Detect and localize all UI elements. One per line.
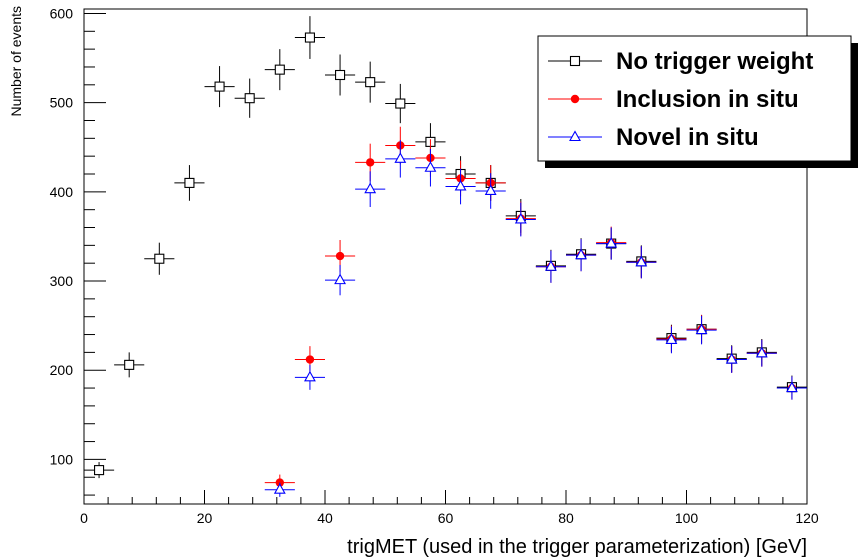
data-point <box>605 236 618 248</box>
x-tick-label: 20 <box>197 510 213 526</box>
data-point <box>365 77 376 88</box>
series-inclusion-in-situ <box>264 126 807 491</box>
data-point <box>514 212 527 224</box>
data-point <box>274 64 285 75</box>
x-tick-label: 40 <box>317 510 333 526</box>
data-point <box>635 255 648 267</box>
legend-label: Inclusion in situ <box>616 86 799 113</box>
x-tick-label: 120 <box>795 510 819 526</box>
data-point <box>575 248 587 260</box>
legend: No trigger weight Inclusion in situ Novel … <box>537 35 858 168</box>
data-point <box>124 359 135 370</box>
axis-ticks: 0 20 40 60 80 100 120 100 200 300 400 500 600 <box>50 5 819 526</box>
y-axis-title: Number of events <box>8 6 24 117</box>
data-point <box>214 81 225 92</box>
data-point <box>545 260 557 271</box>
data-point <box>695 323 708 335</box>
data-point <box>365 158 375 167</box>
data-point <box>484 184 497 195</box>
data-point <box>725 352 738 364</box>
data-point <box>304 370 316 382</box>
y-tick-label: 200 <box>50 362 74 378</box>
y-tick-label: 500 <box>50 95 74 111</box>
series-layer <box>84 16 807 497</box>
series-novel-in-situ <box>264 140 807 497</box>
data-point <box>364 182 377 194</box>
data-point <box>454 179 467 191</box>
x-tick-label: 80 <box>558 510 574 526</box>
x-axis-title: trigMET (used in the trigger parameteriz… <box>347 536 807 558</box>
y-tick-label: 300 <box>50 273 74 289</box>
data-point <box>184 177 195 188</box>
x-tick-label: 60 <box>438 510 454 526</box>
x-tick-label: 0 <box>80 510 88 526</box>
data-point <box>154 253 165 264</box>
data-point <box>335 69 346 81</box>
data-point <box>244 93 255 104</box>
data-point <box>94 465 105 476</box>
legend-marker <box>569 130 581 142</box>
data-point <box>394 152 407 163</box>
data-point <box>334 273 346 285</box>
data-point <box>755 346 768 358</box>
y-tick-label: 100 <box>50 451 74 467</box>
data-point <box>273 483 286 494</box>
data-point <box>786 381 798 393</box>
x-tick-label: 100 <box>675 510 699 526</box>
y-tick-label: 600 <box>50 5 74 21</box>
data-point <box>424 161 437 172</box>
legend-marker <box>569 55 581 67</box>
data-point <box>304 32 315 43</box>
y-tick-label: 400 <box>50 184 74 200</box>
legend-label: Novel in situ <box>616 124 759 151</box>
data-point <box>665 333 678 344</box>
legend-label: No trigger weight <box>616 48 813 75</box>
data-point <box>395 98 406 109</box>
data-point <box>305 355 315 364</box>
data-point <box>335 251 345 261</box>
legend-marker <box>570 94 580 104</box>
